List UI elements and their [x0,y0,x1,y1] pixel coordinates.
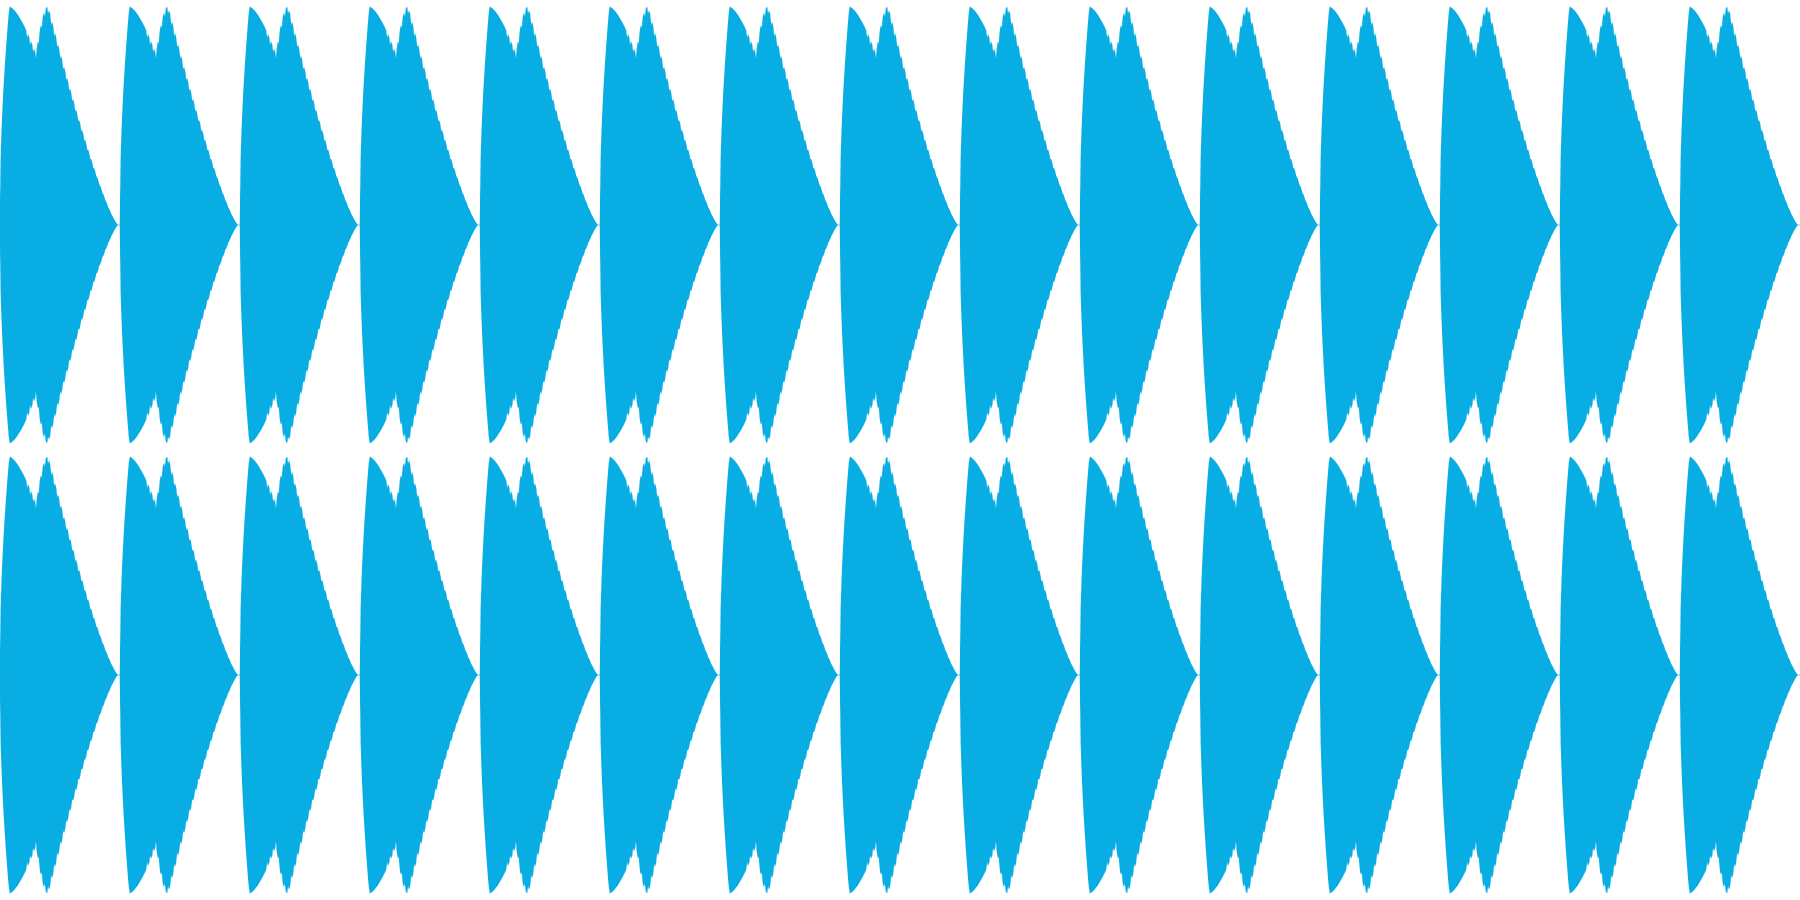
waveform-segment [0,6,120,444]
waveform-segment [719,6,840,444]
channel-right [0,456,1800,894]
waveform-segment [959,6,1080,444]
waveform-segment [1439,6,1560,444]
waveform-segment [359,456,480,894]
waveform-segment [359,6,480,444]
waveform-segment [119,6,240,444]
waveform-segment [1079,6,1200,444]
waveform-segment [479,456,600,894]
waveform-segment [1559,6,1680,444]
waveform-segment [239,456,360,894]
waveform-segment [1199,456,1320,894]
waveform-segment [839,456,960,894]
waveform-segment [1079,456,1200,894]
waveform-segment [1199,6,1320,444]
waveform-segment [1559,456,1680,894]
channel-left [0,6,1800,444]
waveform-segment [1319,456,1440,894]
waveform-segment [959,456,1080,894]
waveform-segment [239,6,360,444]
waveform-segment [599,6,720,444]
waveform-segment [1679,456,1800,894]
waveform-segment [1319,6,1440,444]
waveform-segment [839,6,960,444]
waveform-segment [119,456,240,894]
waveform-segment [719,456,840,894]
waveform-segment [599,456,720,894]
waveform-segment [0,456,120,894]
waveform-segment [1439,456,1560,894]
waveform-segment [479,6,600,444]
waveform-segment [1679,6,1800,444]
